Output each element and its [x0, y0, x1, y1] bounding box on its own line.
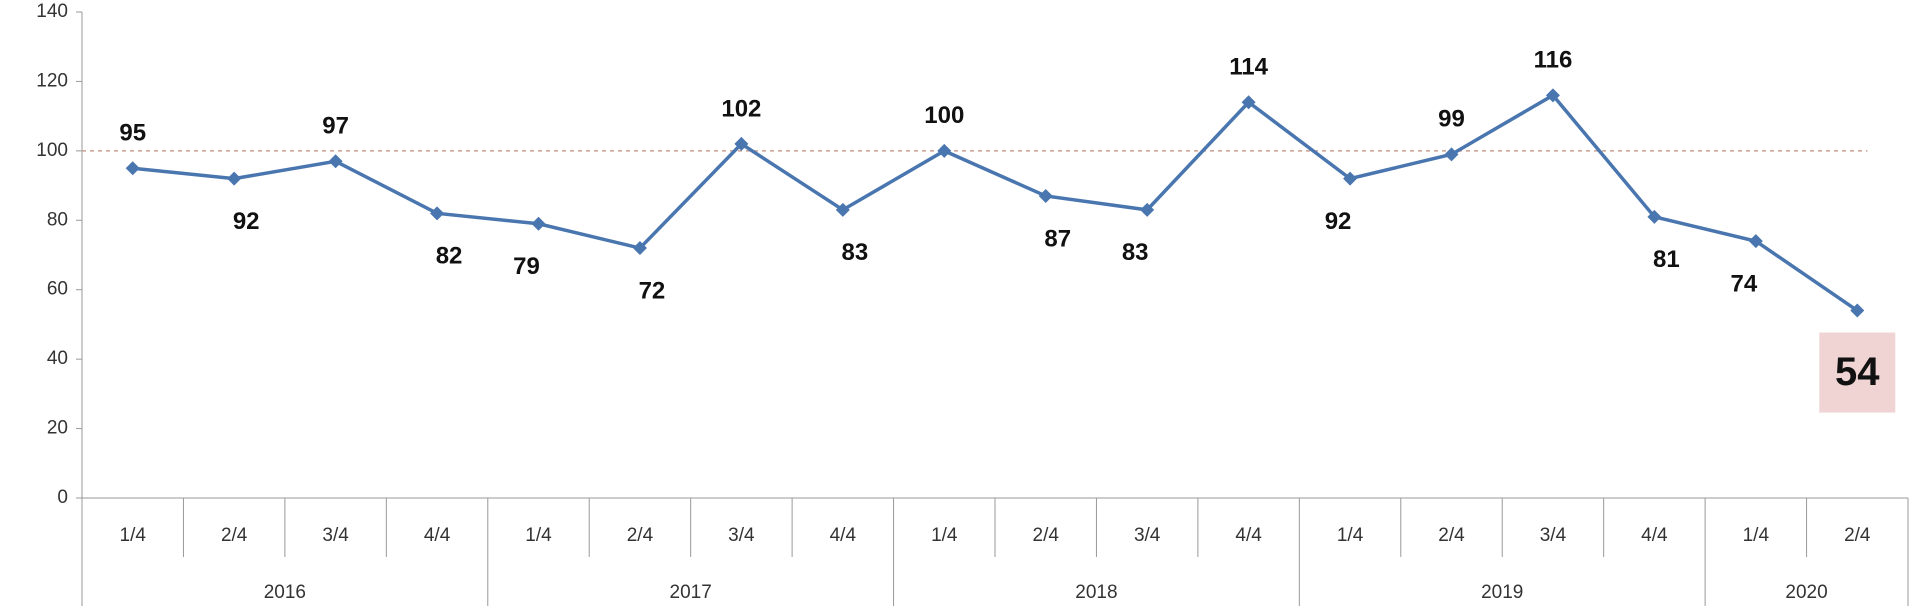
marker	[1647, 209, 1662, 224]
x-tick-label: 3/4	[1134, 525, 1161, 546]
x-tick-label: 2/4	[1438, 525, 1465, 546]
year-label: 2016	[264, 582, 306, 603]
x-tick-label: 4/4	[424, 525, 451, 546]
data-label: 92	[233, 208, 260, 235]
x-tick-label: 4/4	[1235, 525, 1262, 546]
y-tick-label: 40	[47, 348, 68, 369]
x-tick-label: 2/4	[1033, 525, 1060, 546]
marker	[125, 161, 140, 176]
x-tick-label: 3/4	[728, 525, 755, 546]
y-tick-label: 120	[36, 70, 68, 91]
data-label: 99	[1438, 106, 1465, 133]
data-label: 95	[119, 120, 146, 147]
marker	[1343, 171, 1358, 186]
marker	[1140, 202, 1155, 217]
data-label: 116	[1534, 47, 1573, 74]
y-tick-label: 100	[36, 140, 68, 161]
x-tick-label: 4/4	[830, 525, 857, 546]
year-label: 2019	[1481, 582, 1523, 603]
x-tick-label: 1/4	[120, 525, 147, 546]
year-label: 2018	[1075, 582, 1117, 603]
y-tick-label: 80	[47, 209, 68, 230]
x-tick-label: 2/4	[627, 525, 654, 546]
marker	[531, 216, 546, 231]
marker	[937, 143, 952, 158]
data-label: 83	[841, 239, 868, 266]
marker	[835, 202, 850, 217]
y-tick-label: 20	[47, 418, 68, 439]
marker	[328, 154, 343, 169]
x-tick-label: 4/4	[1641, 525, 1668, 546]
marker	[734, 136, 749, 151]
marker	[430, 206, 445, 221]
x-tick-label: 2/4	[1844, 525, 1871, 546]
data-label: 74	[1730, 270, 1757, 297]
marker	[632, 241, 647, 256]
y-tick-label: 0	[57, 487, 68, 508]
data-label: 82	[436, 243, 463, 270]
x-tick-label: 1/4	[931, 525, 958, 546]
highlight-box	[1819, 332, 1896, 413]
x-tick-label: 1/4	[1743, 525, 1770, 546]
data-label: 92	[1325, 208, 1352, 235]
year-label: 2017	[670, 582, 712, 603]
x-tick-label: 3/4	[1540, 525, 1567, 546]
marker	[1748, 234, 1763, 249]
marker	[1038, 188, 1053, 203]
data-label: 87	[1044, 225, 1071, 252]
x-tick-label: 2/4	[221, 525, 248, 546]
data-label: 72	[639, 277, 666, 304]
marker	[227, 171, 242, 186]
x-tick-label: 1/4	[525, 525, 552, 546]
data-label: 54	[1835, 350, 1880, 394]
y-tick-label: 60	[47, 279, 68, 300]
data-label: 79	[513, 253, 540, 280]
marker	[1241, 95, 1256, 110]
marker	[1444, 147, 1459, 162]
y-tick-label: 140	[36, 1, 68, 22]
data-label: 81	[1653, 246, 1680, 273]
x-tick-label: 3/4	[322, 525, 349, 546]
marker	[1850, 303, 1865, 318]
data-label: 114	[1229, 54, 1268, 81]
marker	[1545, 88, 1560, 103]
data-label: 100	[924, 102, 964, 129]
data-label: 102	[721, 95, 761, 122]
line	[132, 93, 1859, 312]
data-label: 83	[1122, 239, 1149, 266]
data-label: 97	[322, 113, 349, 140]
year-label: 2020	[1785, 582, 1827, 603]
x-tick-label: 1/4	[1337, 525, 1364, 546]
